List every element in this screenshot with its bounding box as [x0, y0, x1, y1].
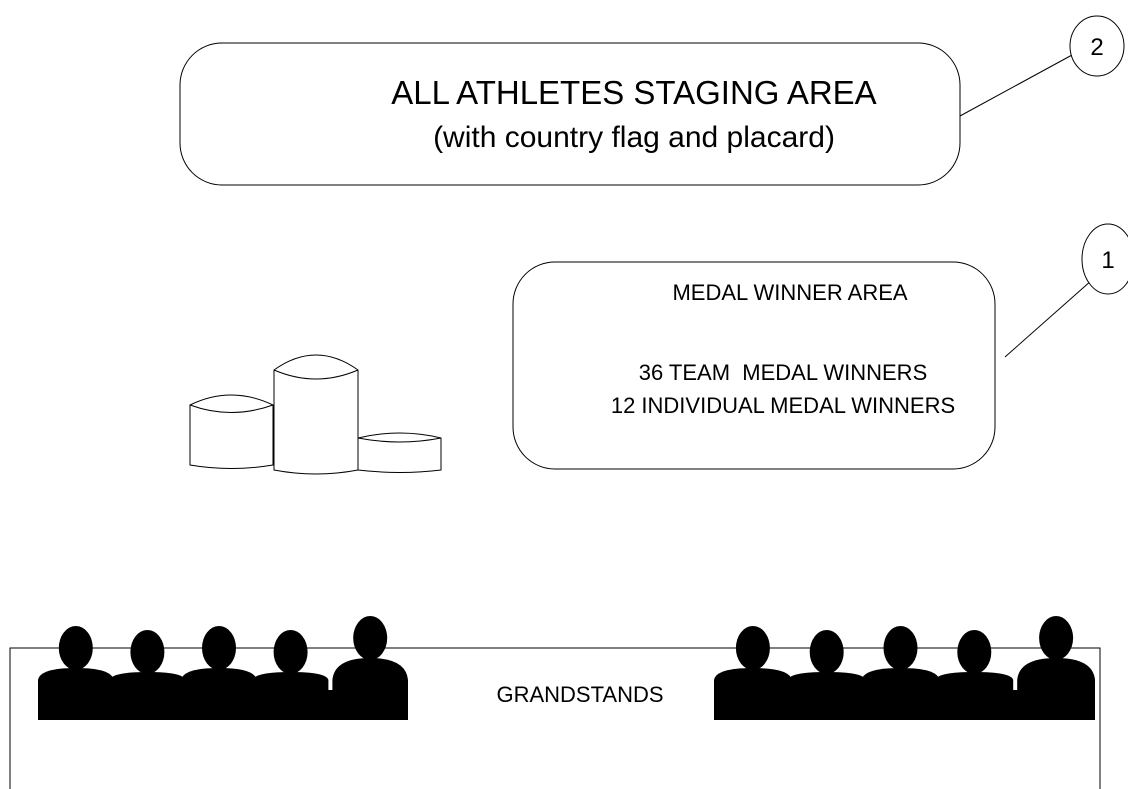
silhouette-base — [40, 690, 398, 720]
callout-number: 1 — [1101, 247, 1114, 274]
page: ALL ATHLETES STAGING AREA (with country … — [0, 0, 1128, 789]
grandstands-label: GRANDSTANDS — [496, 682, 663, 707]
silhouette-head — [957, 630, 991, 674]
callout-number: 2 — [1090, 34, 1103, 61]
silhouette-head — [274, 630, 308, 674]
staging-area-label: ALL ATHLETES STAGING AREA — [391, 74, 876, 111]
silhouette-head — [884, 626, 918, 670]
silhouette-head — [736, 626, 770, 670]
staging-area-box — [180, 43, 960, 185]
diagram: ALL ATHLETES STAGING AREA (with country … — [0, 0, 1128, 789]
silhouette-head — [1039, 616, 1073, 660]
podium-right — [358, 433, 441, 473]
callout-leader — [1005, 280, 1092, 357]
silhouette-head — [59, 626, 93, 670]
medal-area-label: MEDAL WINNER AREA — [672, 280, 907, 305]
podium-left — [190, 395, 273, 469]
silhouette-head — [810, 630, 844, 674]
staging-area-sublabel: (with country flag and placard) — [433, 121, 835, 154]
silhouette-head — [353, 616, 387, 660]
medal-area-line: 12 INDIVIDUAL MEDAL WINNERS — [611, 393, 955, 418]
podium — [190, 355, 441, 474]
silhouette-head — [130, 630, 164, 674]
podium-center — [274, 355, 358, 474]
silhouette-base — [716, 690, 1085, 720]
callout-leader — [960, 55, 1072, 116]
medal-area-line: 36 TEAM MEDAL WINNERS — [639, 360, 928, 385]
silhouette-head — [202, 626, 236, 670]
